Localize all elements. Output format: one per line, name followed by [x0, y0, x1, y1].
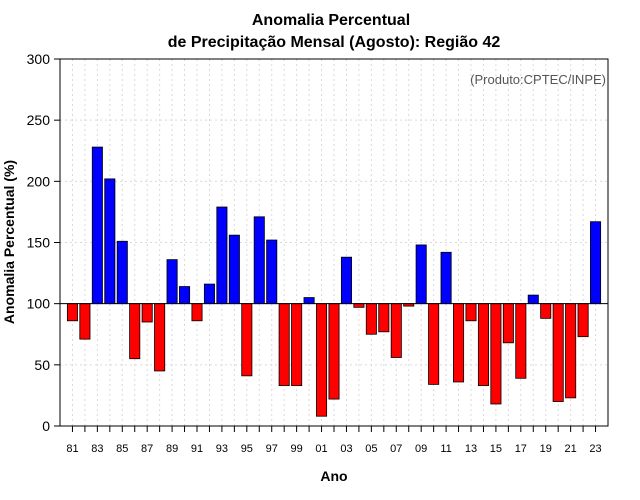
y-tick-label: 250	[27, 112, 51, 128]
y-tick-label: 0	[42, 418, 50, 434]
bar-2001	[316, 303, 328, 417]
y-tick-label: 200	[27, 173, 51, 189]
x-tick-label: 19	[540, 443, 552, 455]
x-tick-label: 07	[390, 443, 402, 455]
x-tick-label: 91	[191, 443, 203, 455]
bar-2007	[390, 303, 402, 358]
bar-1987	[141, 303, 153, 323]
bar-2004	[353, 303, 365, 308]
bar-1983	[91, 146, 103, 305]
x-tick-label: 89	[166, 443, 178, 455]
x-tick-label: 99	[291, 443, 303, 455]
x-tick-label: 01	[315, 443, 327, 455]
bar-1995	[241, 303, 253, 377]
bar-1982	[79, 303, 91, 340]
x-tick-label: 15	[490, 443, 502, 455]
y-tick-label: 150	[27, 235, 51, 251]
bar-1985	[116, 240, 128, 305]
bar-2019	[540, 303, 552, 319]
x-tick-label: 83	[91, 443, 103, 455]
x-tick-label: 23	[589, 443, 601, 455]
bar-1984	[104, 178, 116, 305]
bar-1989	[166, 259, 178, 305]
x-tick-label: 87	[141, 443, 153, 455]
bar-2022	[577, 303, 589, 338]
bar-2009	[415, 244, 427, 305]
x-tick-label: 97	[266, 443, 278, 455]
x-tick-label: 13	[465, 443, 477, 455]
bar-1986	[129, 303, 141, 360]
bar-2000	[303, 297, 315, 305]
bar-2010	[428, 303, 440, 385]
bar-2013	[465, 303, 477, 322]
credit-label: (Produto:CPTEC/INPE)	[470, 72, 606, 87]
y-tick-label: 300	[27, 51, 51, 67]
x-tick-label: 95	[241, 443, 253, 455]
bar-2011	[440, 251, 452, 305]
bar-1993	[216, 206, 228, 305]
x-tick-label: 17	[515, 443, 527, 455]
x-axis-label: Ano	[320, 468, 347, 484]
bar-1999	[291, 303, 303, 387]
chart-title-line1: Anomalia Percentual	[252, 12, 410, 29]
bar-1992	[203, 283, 215, 305]
bar-2021	[565, 303, 577, 399]
x-tick-label: 81	[66, 443, 78, 455]
bar-2012	[453, 303, 465, 383]
x-tick-label: 93	[216, 443, 228, 455]
bar-2017	[515, 303, 527, 379]
bar-2014	[477, 303, 489, 387]
bar-1981	[66, 303, 78, 322]
bar-1996	[253, 216, 265, 305]
x-tick-label: 11	[440, 443, 451, 455]
bar-2020	[552, 303, 564, 402]
x-tick-label: 05	[365, 443, 377, 455]
bar-1998	[278, 303, 290, 387]
bar-2023	[590, 221, 602, 305]
y-axis-label: Anomalia Percentual (%)	[1, 160, 17, 324]
bar-2005	[365, 303, 377, 335]
y-tick-label: 100	[27, 296, 51, 312]
bar-2002	[328, 303, 340, 400]
x-tick-label: 21	[565, 443, 577, 455]
bar-1997	[266, 239, 278, 305]
bar-2003	[340, 256, 352, 305]
x-tick-label: 03	[340, 443, 352, 455]
bar-1990	[179, 286, 191, 305]
bar-1988	[154, 303, 166, 372]
bar-2006	[378, 303, 390, 333]
bar-1991	[191, 303, 203, 322]
y-tick-label: 50	[34, 357, 50, 373]
bar-2016	[502, 303, 514, 344]
bar-2018	[527, 294, 539, 305]
bar-1994	[228, 234, 240, 305]
bar-2015	[490, 303, 502, 405]
chart-title-line2: de Precipitação Mensal (Agosto): Região …	[168, 34, 501, 51]
bars	[66, 146, 602, 417]
x-tick-label: 85	[116, 443, 128, 455]
x-tick-label: 09	[415, 443, 427, 455]
